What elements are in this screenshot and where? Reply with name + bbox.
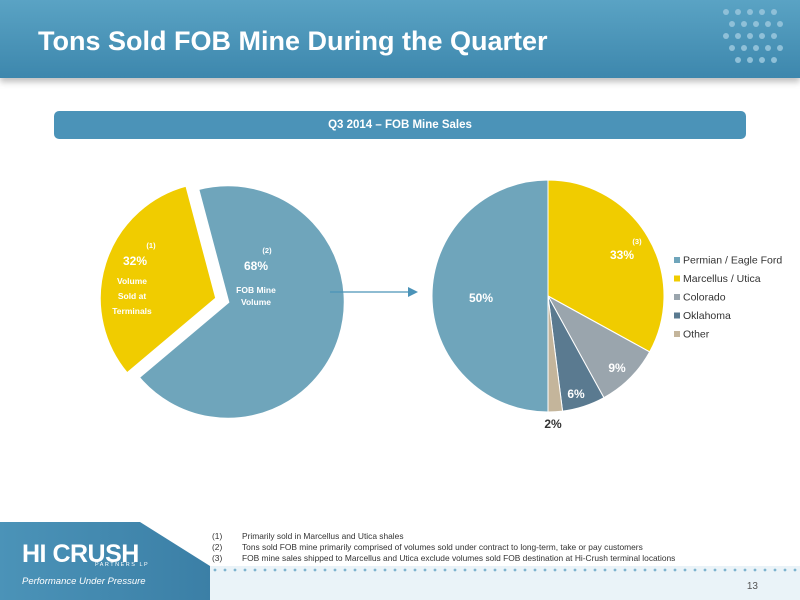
pie-slice-marcellus-utica (547, 179, 665, 353)
legend-swatch-oklahoma (674, 312, 680, 319)
dot-pattern-decoration (723, 9, 783, 63)
footnotes: (1) Primarily sold in Marcellus and Utica… (212, 531, 675, 564)
page-title: Tons Sold FOB Mine During the Quarter (38, 26, 548, 56)
slice-label: Sold at (118, 291, 147, 301)
data-label: 9% (608, 361, 626, 375)
legend-swatch-other (674, 331, 680, 337)
legend-swatch-marcellus-utica (674, 275, 680, 282)
data-label: 50% (469, 291, 493, 305)
data-label: 33% (610, 248, 634, 262)
data-label-footnote: (2) (262, 246, 272, 255)
data-label: 6% (567, 387, 585, 401)
slice-label: FOB Mine (236, 285, 276, 295)
pie-slice-fob-mine-volume (136, 183, 347, 421)
slice-label: Terminals (112, 306, 152, 316)
legend-entry-other: Other (683, 329, 710, 341)
data-label-footnote: (1) (146, 241, 156, 250)
arrow-head (408, 287, 418, 297)
footnote-1: (1) Primarily sold in Marcellus and Utica… (212, 531, 404, 541)
legend-entry-colorado: Colorado (683, 292, 726, 304)
company-tagline: Performance Under Pressure (22, 576, 146, 587)
pie-charts: (2) 68% FOB Mine Volume (1) 32% Volume Sold at T… (98, 179, 782, 431)
data-label-footnote: (3) (632, 237, 642, 246)
header-bar: Tons Sold FOB Mine During the Quarter (0, 0, 800, 78)
footer-band (0, 522, 800, 600)
slice-label: Volume (241, 297, 271, 307)
legend-entry-oklahoma: Oklahoma (683, 310, 731, 322)
footnote-3: (3) FOB mine sales shipped to Marcellus a… (212, 553, 676, 563)
footnote-2: (2) Tons sold FOB mine primarily comprise… (212, 542, 643, 552)
legend-swatch-colorado (674, 294, 680, 300)
data-label: 2% (544, 417, 562, 431)
pie-slice-permian-eagle-ford (431, 179, 549, 413)
slice-label: Volume (117, 276, 147, 286)
legend-entry-permian-eagle-ford: Permian / Eagle Ford (683, 255, 782, 267)
pie-slice-volume-sold-at-terminals (98, 183, 218, 376)
company-logo: HI CRUSH (22, 540, 139, 568)
page-number: 13 (746, 581, 758, 592)
data-label: 68% (244, 259, 268, 273)
section-banner: Q3 2014 – FOB Mine Sales (54, 111, 746, 139)
company-logo-subtext: PARTNERS LP (95, 562, 150, 568)
legend-entry-marcellus-utica: Marcellus / Utica (683, 273, 761, 285)
legend-swatch-permian-eagle-ford (674, 257, 680, 263)
data-label: 32% (123, 254, 147, 268)
